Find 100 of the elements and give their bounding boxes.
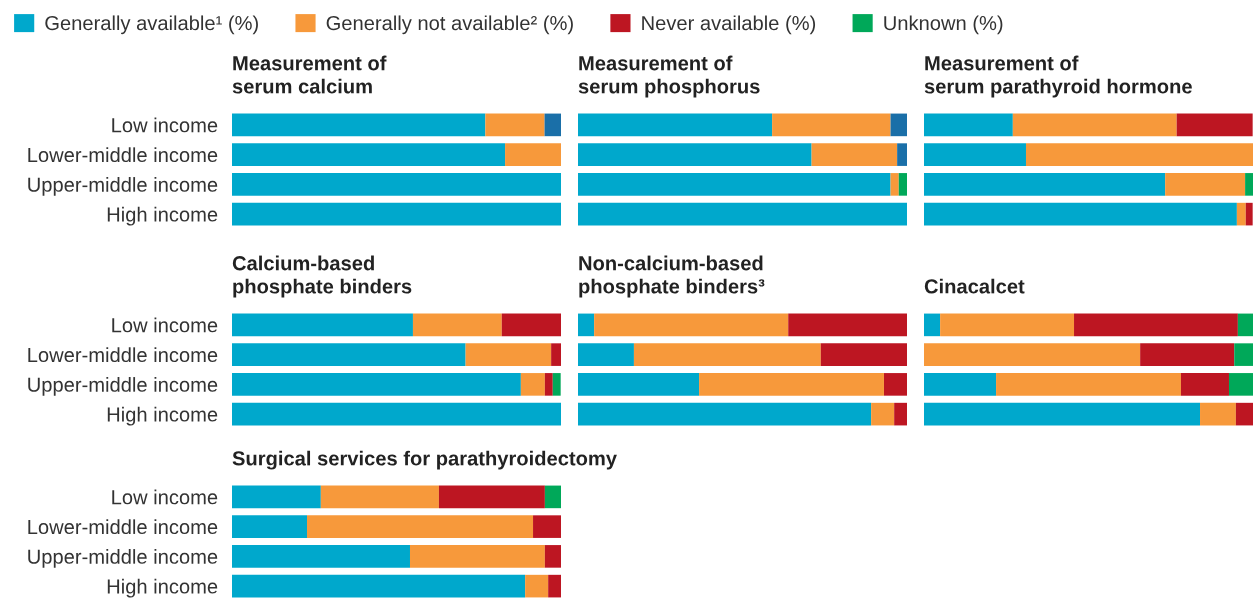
y-tick-label: Lower-middle income [28, 519, 218, 535]
bar [465, 343, 552, 366]
bar [232, 373, 521, 396]
legend-label: Never available (%) [642, 15, 816, 35]
y-tick-label: Upper-middle income [28, 549, 218, 568]
legend-label: Unknown (%) [884, 15, 1003, 35]
bar [940, 313, 1075, 337]
y-tick-label: High income [107, 578, 218, 598]
bar [890, 173, 899, 196]
bar [578, 402, 872, 426]
bar [544, 545, 561, 568]
bar [1176, 113, 1253, 137]
bar [883, 373, 907, 396]
bar [409, 545, 545, 568]
bar [578, 113, 773, 137]
bar [811, 143, 898, 166]
bar [552, 373, 561, 396]
bar [1245, 173, 1253, 196]
bar [898, 173, 907, 196]
chart-title: Measurement of serum calcium [232, 55, 387, 94]
chart-title: Surgical services for parathyroidectomy [232, 450, 617, 470]
bar [820, 343, 907, 366]
bar [232, 515, 308, 538]
bar [232, 545, 410, 568]
bar [525, 574, 549, 598]
bar [1180, 373, 1229, 396]
bar [544, 113, 561, 137]
bar [924, 173, 1166, 196]
y-tick-label: High income [107, 406, 218, 426]
y-tick-label: Lower-middle income [28, 147, 218, 163]
bar [1236, 202, 1246, 226]
bar [894, 402, 907, 426]
y-tick-label: Upper-middle income [28, 377, 218, 396]
y-tick-label: Low income [112, 117, 218, 133]
bar [1025, 143, 1253, 166]
chart-title: Measurement of serum parathyroid hormone [924, 55, 1192, 98]
bar [1234, 343, 1253, 366]
bar [1012, 113, 1177, 137]
bar [1235, 402, 1253, 426]
chart-title: Cinacalcet [924, 278, 1025, 294]
bar [1200, 402, 1236, 426]
bar [1237, 313, 1253, 337]
bar [232, 574, 526, 598]
bar [1165, 173, 1246, 196]
bar [544, 485, 561, 509]
bar [924, 373, 997, 396]
bar [232, 343, 466, 366]
bar [505, 143, 561, 166]
bar [578, 313, 595, 337]
chart-title: Measurement of serum phosphorus [578, 55, 760, 98]
chart-title: Non-calcium-based phosphate binders³ [579, 255, 765, 298]
bar [551, 343, 561, 366]
bar [924, 313, 941, 337]
bar [996, 373, 1181, 396]
bar [594, 313, 789, 337]
bar [578, 143, 812, 166]
bar [412, 313, 502, 337]
bar [533, 515, 561, 538]
bar [307, 515, 534, 538]
bar [633, 343, 821, 366]
bar [1228, 373, 1253, 396]
bar [578, 373, 700, 396]
bar [1245, 202, 1253, 226]
bar [699, 373, 884, 396]
chart-title: Calcium-based phosphate binders [232, 255, 412, 298]
bar [438, 485, 545, 509]
y-tick-label: Low income [112, 489, 218, 505]
bar [788, 313, 907, 337]
bar [232, 173, 561, 196]
y-tick-label: High income [107, 206, 218, 226]
bar [871, 402, 895, 426]
bar [578, 202, 907, 226]
bar [232, 202, 561, 226]
bar [548, 574, 561, 598]
bar [924, 143, 1026, 166]
bar [232, 113, 486, 137]
bar [578, 343, 634, 366]
bar [578, 173, 891, 196]
bar [232, 402, 561, 426]
bar [544, 373, 553, 396]
legend-label: Generally not available² (%) [326, 15, 573, 35]
bar [1140, 343, 1235, 366]
bar [520, 373, 545, 396]
bar [897, 143, 907, 166]
bar [924, 343, 1141, 366]
bar [232, 485, 321, 509]
bar [232, 313, 413, 337]
bar [501, 313, 561, 337]
y-tick-label: Lower-middle income [28, 347, 218, 363]
bar [320, 485, 439, 509]
bar [232, 143, 506, 166]
bar [772, 113, 891, 137]
y-tick-label: Low income [112, 317, 218, 333]
bar [485, 113, 545, 137]
bar [924, 402, 1201, 426]
legend-label: Generally available¹ (%) [45, 15, 258, 35]
bar [924, 202, 1237, 226]
bar [1074, 313, 1238, 337]
y-tick-label: Upper-middle income [28, 177, 218, 196]
bar [890, 113, 907, 137]
